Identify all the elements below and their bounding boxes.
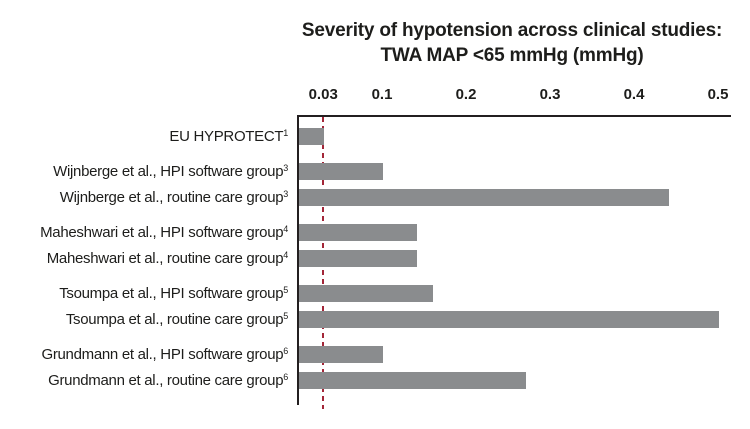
x-tick-label: 0.5 (707, 86, 729, 103)
chart-row: EU HYPROTECT1 (0, 128, 750, 145)
citation-superscript: 6 (283, 372, 288, 382)
category-label: EU HYPROTECT1 (169, 128, 288, 145)
citation-superscript: 5 (283, 311, 288, 321)
chart-title: Severity of hypotension across clinical … (301, 20, 723, 41)
category-label: Grundmann et al., HPI software group6 (41, 346, 288, 363)
citation-superscript: 5 (283, 285, 288, 295)
chart-row: Grundmann et al., HPI software group6 (0, 346, 750, 363)
citation-superscript: 6 (283, 346, 288, 356)
citation-superscript: 4 (283, 224, 288, 234)
chart-row: Wijnberge et al., HPI software group3 (0, 163, 750, 180)
y-axis-line (297, 115, 299, 405)
citation-superscript: 4 (283, 250, 288, 260)
chart-row: Tsoumpa et al., HPI software group5 (0, 285, 750, 302)
category-label: Maheshwari et al., routine care group4 (46, 250, 289, 267)
category-label: Grundmann et al., routine care group6 (48, 372, 288, 389)
bar (299, 189, 669, 206)
citation-superscript: 1 (283, 128, 288, 138)
chart-row: Maheshwari et al., routine care group4 (0, 250, 750, 267)
x-axis-line (297, 115, 731, 117)
category-label: Tsoumpa et al., HPI software group5 (59, 285, 288, 302)
bar (299, 285, 434, 302)
bar (299, 163, 383, 180)
x-tick-label: 0.03 (308, 86, 338, 103)
bar (299, 250, 417, 267)
x-tick-label: 0.4 (623, 86, 645, 103)
chart-row: Grundmann et al., routine care group6 (0, 372, 750, 389)
chart-subtitle: TWA MAP <65 mmHg (mmHg) (380, 45, 644, 66)
category-label: Wijnberge et al., HPI software group3 (53, 163, 288, 180)
chart-row: Wijnberge et al., routine care group3 (0, 189, 750, 206)
x-tick-label: 0.2 (455, 86, 477, 103)
bar (299, 372, 526, 389)
bar (299, 128, 325, 145)
category-label: Wijnberge et al., routine care group3 (59, 189, 289, 206)
citation-superscript: 3 (283, 163, 288, 173)
chart-row: Maheshwari et al., HPI software group4 (0, 224, 750, 241)
chart-row: Tsoumpa et al., routine care group5 (0, 311, 750, 328)
citation-superscript: 3 (283, 189, 288, 199)
category-label: Maheshwari et al., HPI software group4 (40, 224, 288, 241)
x-tick-label: 0.3 (539, 86, 561, 103)
x-tick-label: 0.1 (371, 86, 393, 103)
bar (299, 346, 383, 363)
bar (299, 311, 719, 328)
bar (299, 224, 417, 241)
category-label: Tsoumpa et al., routine care group5 (65, 311, 288, 328)
